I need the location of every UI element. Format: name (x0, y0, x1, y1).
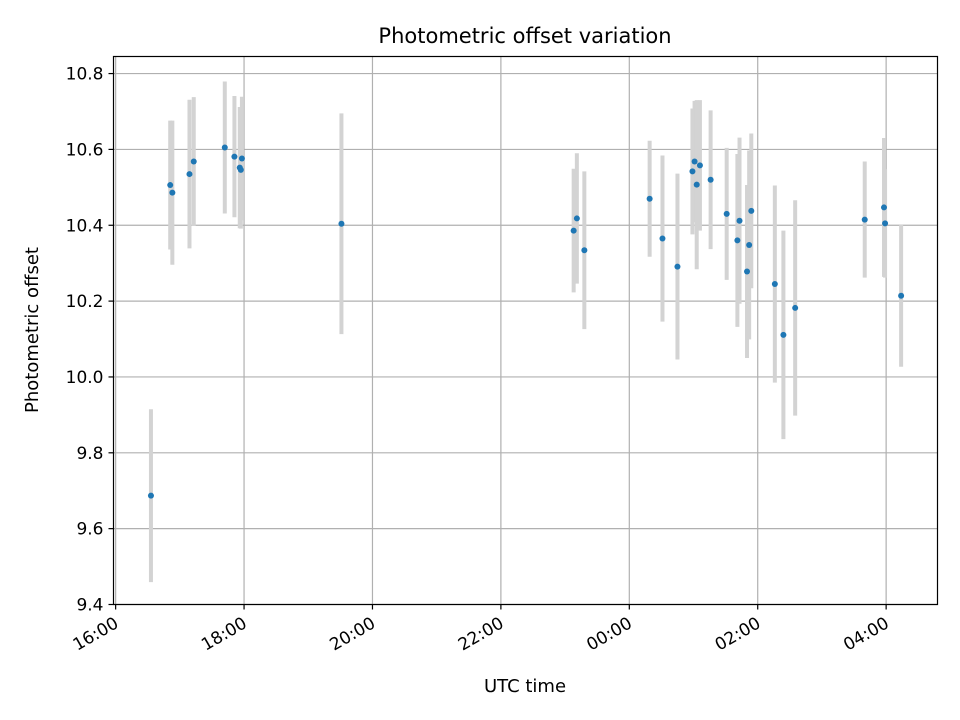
y-axis: 9.4 9.6 9.8 10.0 10.2 10.4 10.6 10.8 (66, 65, 114, 616)
data-point (238, 155, 245, 162)
data-point (186, 171, 193, 178)
y-tick-label: 9.6 (76, 520, 103, 540)
data-point (147, 492, 154, 499)
data-point (237, 166, 244, 173)
data-point (734, 237, 741, 244)
data-point (169, 189, 176, 196)
y-tick-label: 10.0 (66, 368, 104, 388)
y-tick-label: 10.2 (66, 292, 104, 312)
data-point (167, 182, 174, 189)
data-point (880, 204, 887, 211)
y-tick-label: 9.8 (76, 444, 103, 464)
data-point (581, 247, 588, 254)
x-axis-label: UTC time (484, 676, 566, 697)
data-point (861, 216, 868, 223)
data-point (696, 162, 703, 169)
plot-frame (112, 55, 939, 606)
data-point (748, 207, 755, 214)
data-point (221, 144, 228, 151)
data-point (693, 181, 700, 188)
data-point (771, 281, 778, 288)
data-point (573, 215, 580, 222)
data-point (674, 263, 681, 270)
y-axis-label: Photometric offset (22, 247, 43, 413)
data-point (746, 241, 753, 248)
y-tick-label: 10.8 (66, 65, 104, 85)
data-point (792, 304, 799, 311)
y-tick-label: 9.4 (76, 596, 103, 616)
data-point (338, 220, 345, 227)
data-point (190, 158, 197, 165)
data-point (231, 153, 238, 160)
data-point (691, 158, 698, 165)
data-point (744, 268, 751, 275)
y-tick-label: 10.6 (66, 140, 104, 160)
grid (113, 56, 938, 606)
data-point (659, 235, 666, 242)
data-point (646, 195, 653, 202)
data-point (898, 292, 905, 299)
data-point (707, 176, 714, 183)
data-point (780, 331, 787, 338)
data-points (147, 144, 905, 499)
y-tick-label: 10.4 (66, 216, 104, 236)
data-point (723, 210, 730, 217)
chart-title: Photometric offset variation (378, 24, 671, 48)
data-point (882, 220, 889, 227)
data-point (570, 227, 577, 234)
data-point (736, 217, 743, 224)
data-point (689, 168, 696, 175)
